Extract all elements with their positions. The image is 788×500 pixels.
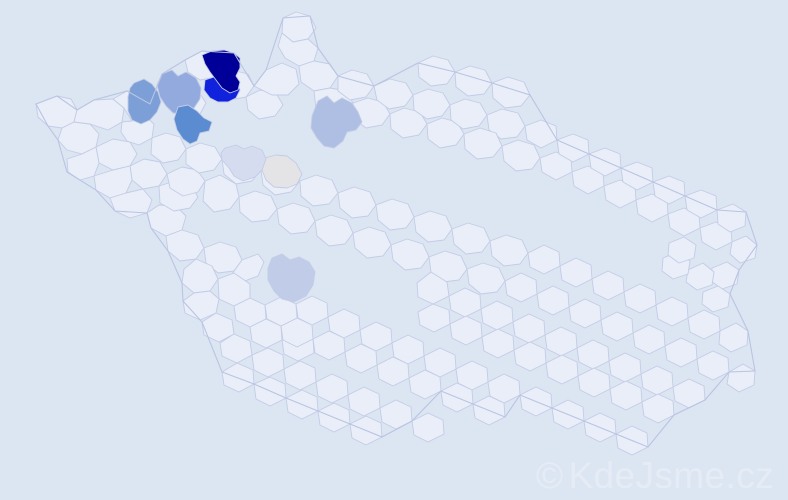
base-district[interactable]	[67, 147, 99, 180]
highlight-district-medium[interactable]	[157, 70, 201, 114]
highlight-district-strong[interactable]	[174, 105, 212, 144]
base-district[interactable]	[642, 394, 674, 423]
base-district[interactable]	[96, 139, 137, 170]
base-district[interactable]	[300, 175, 338, 206]
base-district[interactable]	[730, 236, 757, 263]
base-district[interactable]	[610, 381, 642, 410]
country-outline	[35, 15, 758, 448]
base-district[interactable]	[702, 286, 730, 312]
base-district[interactable]	[545, 327, 577, 356]
base-district[interactable]	[624, 284, 656, 313]
base-district[interactable]	[528, 245, 560, 274]
watermark: © KdeJsme.cz	[536, 457, 774, 494]
base-district[interactable]	[481, 301, 513, 330]
base-district[interactable]	[601, 312, 633, 341]
base-district[interactable]	[449, 288, 481, 317]
base-district[interactable]	[697, 351, 729, 380]
base-district[interactable]	[239, 191, 277, 222]
base-district[interactable]	[464, 128, 502, 159]
base-district[interactable]	[391, 239, 429, 270]
base-district[interactable]	[338, 187, 376, 218]
base-district[interactable]	[578, 368, 610, 397]
base-district[interactable]	[380, 400, 412, 429]
base-district[interactable]	[492, 77, 530, 108]
base-district[interactable]	[482, 329, 514, 358]
base-district[interactable]	[450, 99, 487, 129]
base-district[interactable]	[252, 348, 284, 377]
base-district[interactable]	[413, 89, 450, 119]
base-district[interactable]	[412, 413, 444, 442]
base-district[interactable]	[284, 361, 316, 390]
base-district[interactable]	[427, 118, 464, 148]
base-district[interactable]	[203, 175, 239, 212]
base-district[interactable]	[315, 215, 353, 246]
base-district[interactable]	[418, 304, 450, 332]
base-district[interactable]	[592, 271, 624, 300]
base-district[interactable]	[537, 286, 569, 315]
base-district[interactable]	[414, 211, 452, 242]
base-district[interactable]	[455, 66, 492, 96]
base-district[interactable]	[560, 258, 592, 287]
base-district[interactable]	[186, 143, 222, 173]
base-district[interactable]	[513, 314, 545, 343]
base-district[interactable]	[452, 223, 490, 254]
base-district[interactable]	[665, 338, 697, 367]
base-district[interactable]	[299, 61, 338, 91]
base-district[interactable]	[147, 205, 186, 236]
base-district[interactable]	[656, 297, 688, 326]
base-district[interactable]	[673, 379, 705, 408]
base-district[interactable]	[641, 366, 673, 395]
highlight-district-grey[interactable]	[262, 155, 302, 188]
base-district[interactable]	[719, 323, 748, 352]
base-district[interactable]	[348, 387, 380, 416]
base-district[interactable]	[711, 262, 739, 289]
base-district-group	[36, 12, 757, 455]
base-district[interactable]	[338, 70, 374, 100]
copyright-icon: ©	[535, 455, 564, 496]
highlight-district-pale[interactable]	[221, 145, 266, 181]
base-district[interactable]	[130, 159, 167, 189]
base-district[interactable]	[502, 140, 540, 171]
base-district[interactable]	[450, 316, 482, 345]
base-district[interactable]	[151, 133, 186, 163]
base-district[interactable]	[514, 342, 546, 371]
base-district[interactable]	[110, 189, 152, 218]
highlight-district-light[interactable]	[268, 254, 315, 302]
base-district[interactable]	[467, 263, 505, 294]
base-district[interactable]	[546, 355, 578, 384]
base-district[interactable]	[418, 56, 455, 86]
base-district[interactable]	[94, 166, 132, 198]
base-district[interactable]	[374, 79, 413, 109]
base-district[interactable]	[166, 230, 204, 261]
base-district[interactable]	[505, 273, 537, 302]
base-district[interactable]	[688, 310, 720, 339]
base-district[interactable]	[686, 263, 714, 290]
base-district[interactable]	[609, 353, 641, 382]
base-district[interactable]	[577, 340, 609, 369]
base-district[interactable]	[277, 203, 315, 234]
base-district[interactable]	[569, 299, 601, 328]
base-district[interactable]	[316, 374, 348, 403]
base-district[interactable]	[390, 108, 427, 138]
highlight-district-medium-light[interactable]	[311, 96, 362, 148]
base-district[interactable]	[490, 235, 528, 266]
base-district[interactable]	[376, 199, 414, 230]
base-district[interactable]	[633, 325, 665, 354]
watermark-text: KdeJsme.cz	[568, 455, 774, 496]
base-district[interactable]	[727, 364, 755, 392]
base-district[interactable]	[183, 291, 219, 320]
base-district[interactable]	[668, 237, 696, 263]
base-district[interactable]	[353, 227, 391, 258]
base-district[interactable]	[167, 167, 205, 196]
highlighted-district-group	[128, 50, 362, 302]
highlight-district-darkest[interactable]	[202, 50, 240, 93]
